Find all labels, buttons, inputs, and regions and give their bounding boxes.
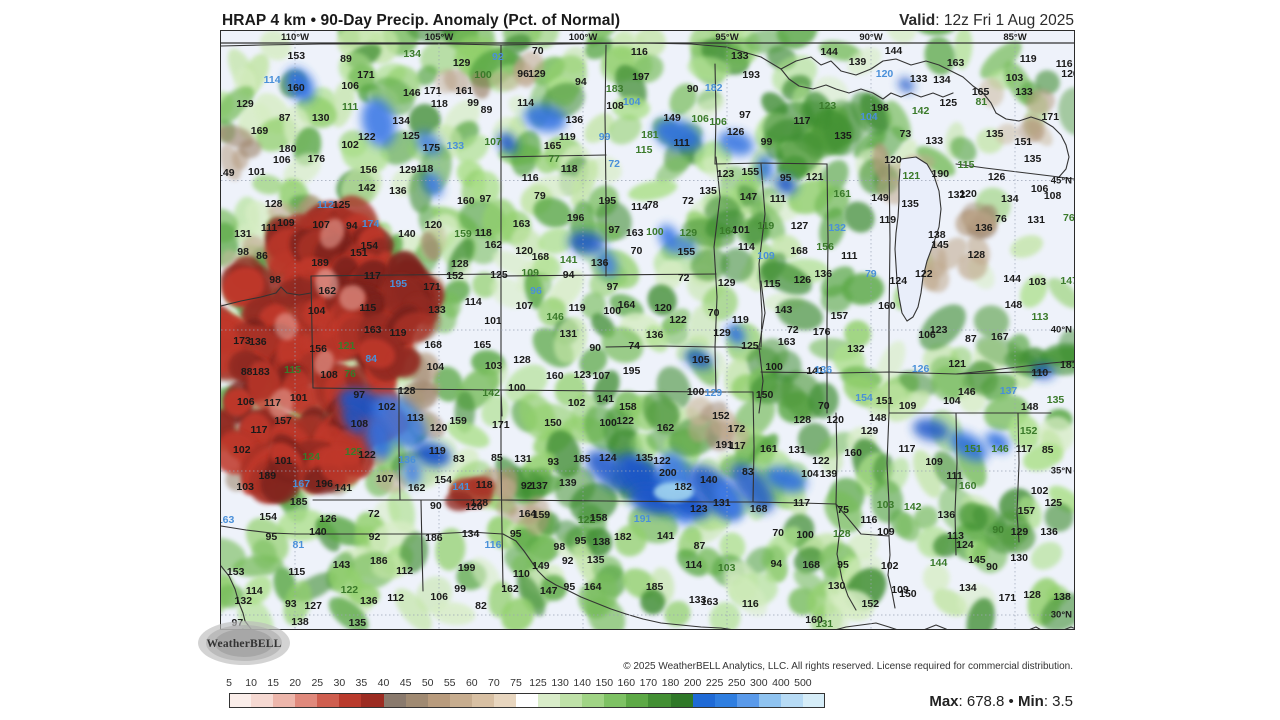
svg-text:WeatherBELL: WeatherBELL [206,638,281,650]
